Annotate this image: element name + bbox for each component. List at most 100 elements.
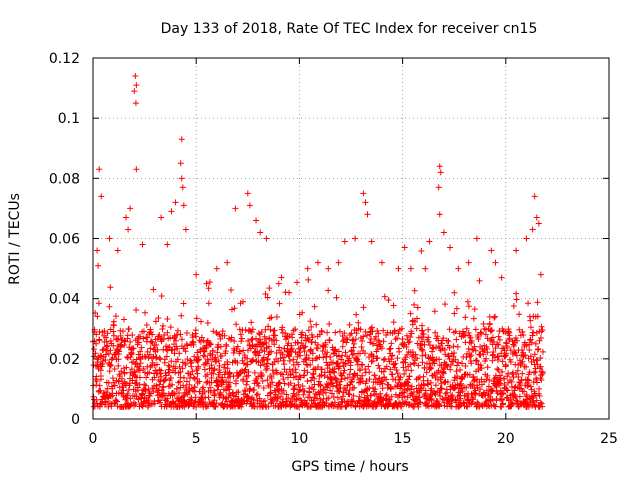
data-point: [489, 334, 496, 341]
data-point: [253, 391, 260, 398]
data-point: [374, 327, 381, 334]
data-point: [255, 352, 262, 359]
data-point: [286, 366, 293, 373]
data-point: [468, 338, 475, 345]
data-point: [245, 369, 252, 376]
data-point: [486, 313, 493, 320]
data-point: [451, 349, 458, 356]
data-point: [447, 361, 454, 368]
data-point: [159, 383, 166, 390]
data-point: [335, 348, 342, 355]
data-point: [386, 396, 393, 403]
data-point: [500, 390, 507, 397]
data-point: [483, 355, 490, 362]
data-point: [245, 338, 252, 345]
data-point: [371, 372, 378, 379]
data-point: [531, 369, 538, 376]
data-point: [486, 320, 493, 327]
data-point: [133, 166, 140, 173]
data-point: [287, 371, 294, 378]
data-point: [254, 391, 261, 398]
data-point: [355, 319, 362, 326]
data-point: [413, 325, 420, 332]
data-point: [518, 385, 525, 392]
data-point: [176, 363, 183, 370]
data-point: [120, 316, 127, 323]
data-point: [465, 303, 472, 310]
data-point: [325, 265, 332, 272]
data-point: [153, 354, 160, 361]
data-point: [477, 351, 484, 358]
data-point: [370, 353, 377, 360]
data-point: [471, 343, 478, 350]
data-point: [484, 335, 491, 342]
data-point: [348, 379, 355, 386]
data-point: [502, 339, 509, 346]
data-point: [537, 271, 544, 278]
data-point: [90, 345, 97, 352]
data-point: [452, 356, 459, 363]
data-point: [522, 352, 529, 359]
data-point: [278, 274, 285, 281]
data-point: [404, 351, 411, 358]
data-point: [335, 259, 342, 266]
data-point: [207, 341, 214, 348]
data-point: [177, 160, 184, 167]
data-point: [136, 367, 143, 374]
data-point: [453, 368, 460, 375]
data-point: [309, 334, 316, 341]
data-point: [289, 334, 296, 341]
data-point: [202, 373, 209, 380]
data-point: [442, 351, 449, 358]
data-point: [470, 346, 477, 353]
data-point: [259, 378, 266, 385]
data-point: [205, 394, 212, 401]
data-point: [207, 384, 214, 391]
x-tick-label: 20: [497, 431, 515, 447]
data-point: [470, 315, 477, 322]
data-point: [428, 385, 435, 392]
data-point: [299, 383, 306, 390]
data-point: [255, 330, 262, 337]
data-point: [107, 284, 114, 291]
data-point: [401, 371, 408, 378]
data-point: [214, 378, 221, 385]
data-point: [534, 361, 541, 368]
data-point: [129, 332, 136, 339]
data-point: [179, 365, 186, 372]
data-point: [281, 354, 288, 361]
data-point: [296, 349, 303, 356]
data-point: [346, 355, 353, 362]
data-point: [531, 193, 538, 200]
data-point: [268, 348, 275, 355]
data-point: [288, 401, 295, 408]
data-point: [336, 363, 343, 370]
data-point: [513, 296, 520, 303]
data-point: [419, 352, 426, 359]
data-point: [519, 328, 526, 335]
data-point: [395, 265, 402, 272]
data-point: [189, 338, 196, 345]
data-point: [279, 324, 286, 331]
data-point: [275, 380, 282, 387]
data-point: [498, 350, 505, 357]
data-point: [369, 357, 376, 364]
data-point: [142, 309, 149, 316]
data-point: [290, 390, 297, 397]
data-point: [326, 337, 333, 344]
data-point: [351, 340, 358, 347]
data-point: [103, 338, 110, 345]
data-point: [454, 362, 461, 369]
data-point: [325, 395, 332, 402]
data-point: [234, 359, 241, 366]
data-point: [187, 360, 194, 367]
data-point: [307, 346, 314, 353]
data-point: [497, 380, 504, 387]
data-point: [287, 380, 294, 387]
y-tick-label: 0.12: [49, 51, 80, 67]
data-point: [311, 303, 318, 310]
data-point: [515, 403, 522, 410]
data-point: [297, 352, 304, 359]
data-point: [123, 380, 130, 387]
data-point: [491, 338, 497, 345]
